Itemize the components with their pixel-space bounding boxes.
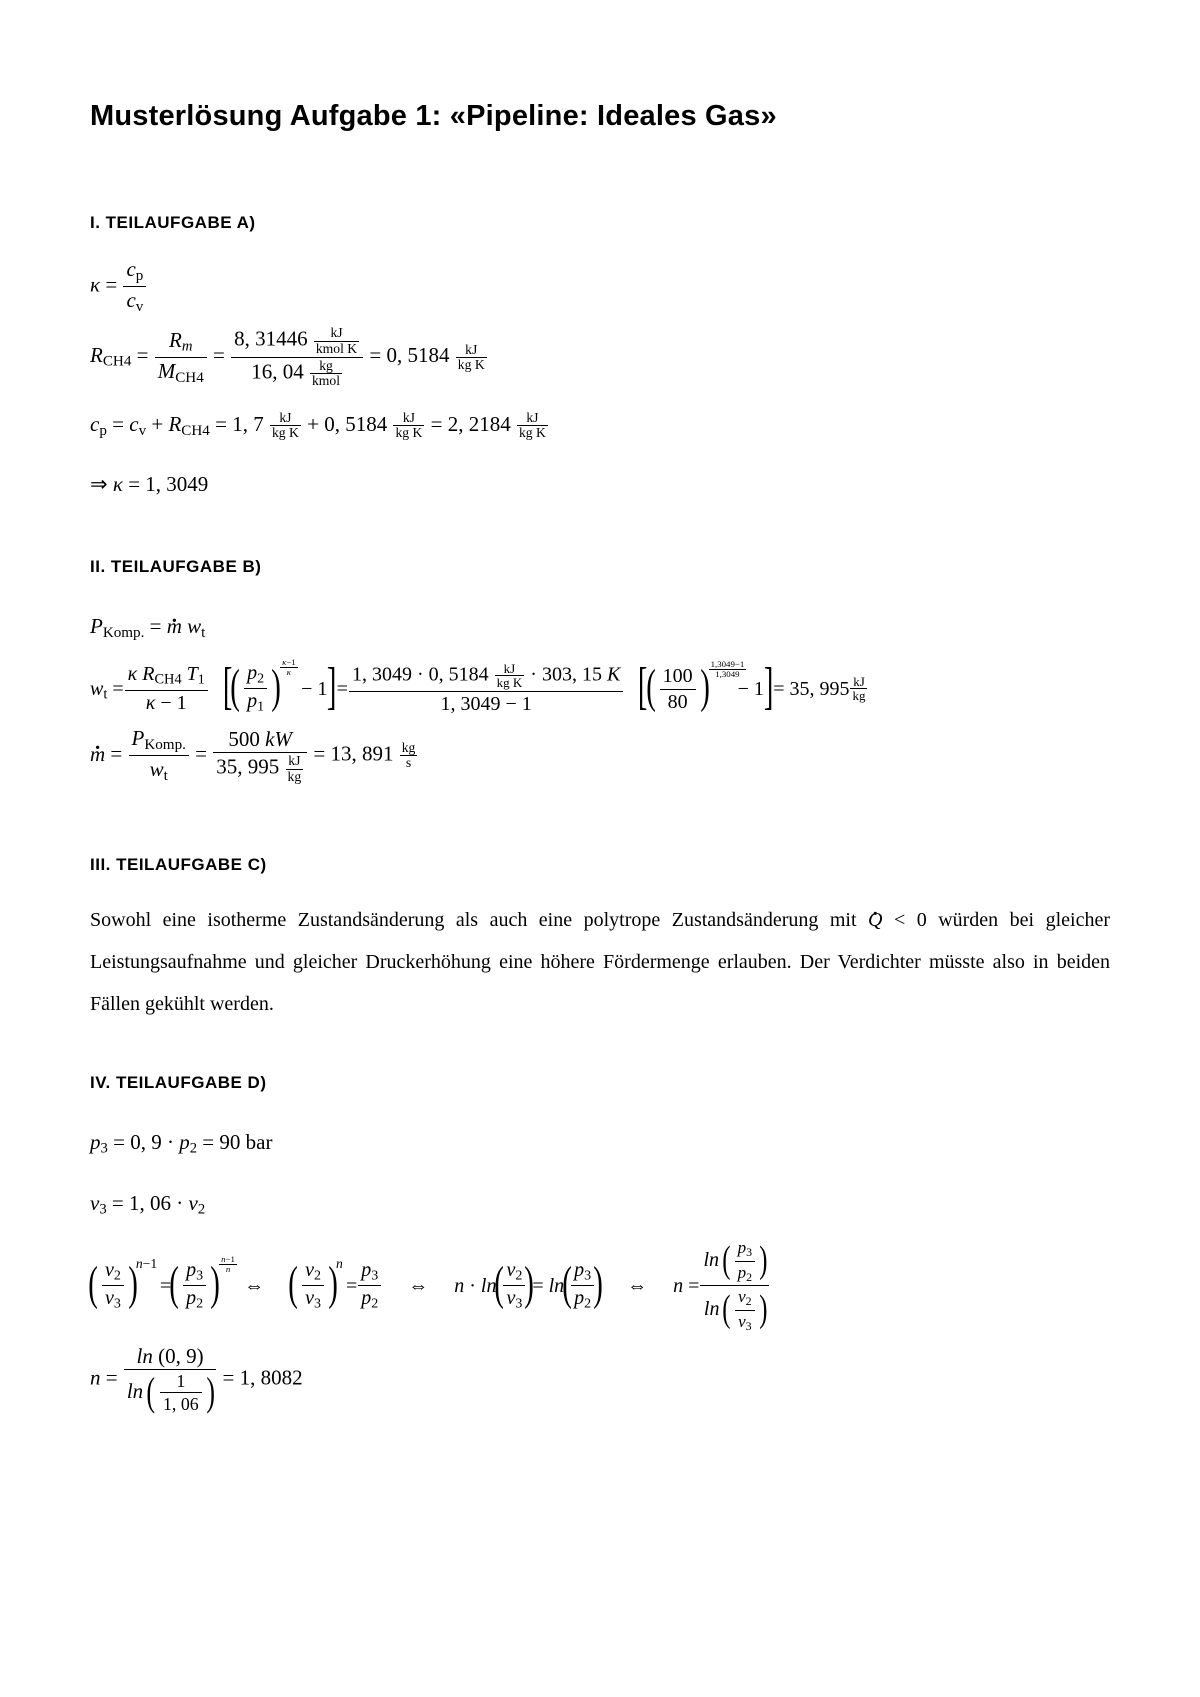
- eq-mdot: m = PKomp. wt = 500 kW 35, 995 kJkg = 13…: [90, 726, 1110, 785]
- eq-cp: cp = cv + RCH4 = 1, 7 kJkg K + 0, 5184 k…: [90, 399, 1110, 449]
- eq-kappa-result: ⇒ κ = 1, 3049: [90, 459, 1110, 509]
- paragraph-c: Sowohl eine isotherme Zustandsänderung a…: [90, 899, 1110, 1025]
- eq-rch4: RCH4 = Rm MCH4 = 8, 31446 kJkmol K 16, 0…: [90, 326, 1110, 388]
- eq-n-derivation: ( v2 v3 ) n−1 = ( p3 p2 ) n−1n ⇔ ( v2 v3…: [90, 1238, 1110, 1334]
- eq-pkomp: PKomp. = m wt: [90, 601, 1110, 651]
- eq-p3: p3 = 0, 9 · p2 = 90 bar: [90, 1117, 1110, 1167]
- section-a-heading: I. TEILAUFGABE A): [90, 213, 1110, 233]
- section-d-heading: IV. TEILAUFGABE D): [90, 1073, 1110, 1093]
- eq-v3: v3 = 1, 06 · v2: [90, 1178, 1110, 1228]
- eq-n-result: n = ln (0, 9) ln ( 1 1, 06 ) = 1, 8082: [90, 1344, 1110, 1415]
- page-title: Musterlösung Aufgabe 1: «Pipeline: Ideal…: [90, 100, 1110, 133]
- section-c-heading: III. TEILAUFGABE C): [90, 855, 1110, 875]
- section-b-heading: II. TEILAUFGABE B): [90, 557, 1110, 577]
- eq-wt: wt = κ RCH4 T1 κ − 1 [ ( p2 p1 ) κ−1κ − …: [90, 662, 1110, 716]
- eq-kappa-def: κ = cp cv: [90, 257, 1110, 316]
